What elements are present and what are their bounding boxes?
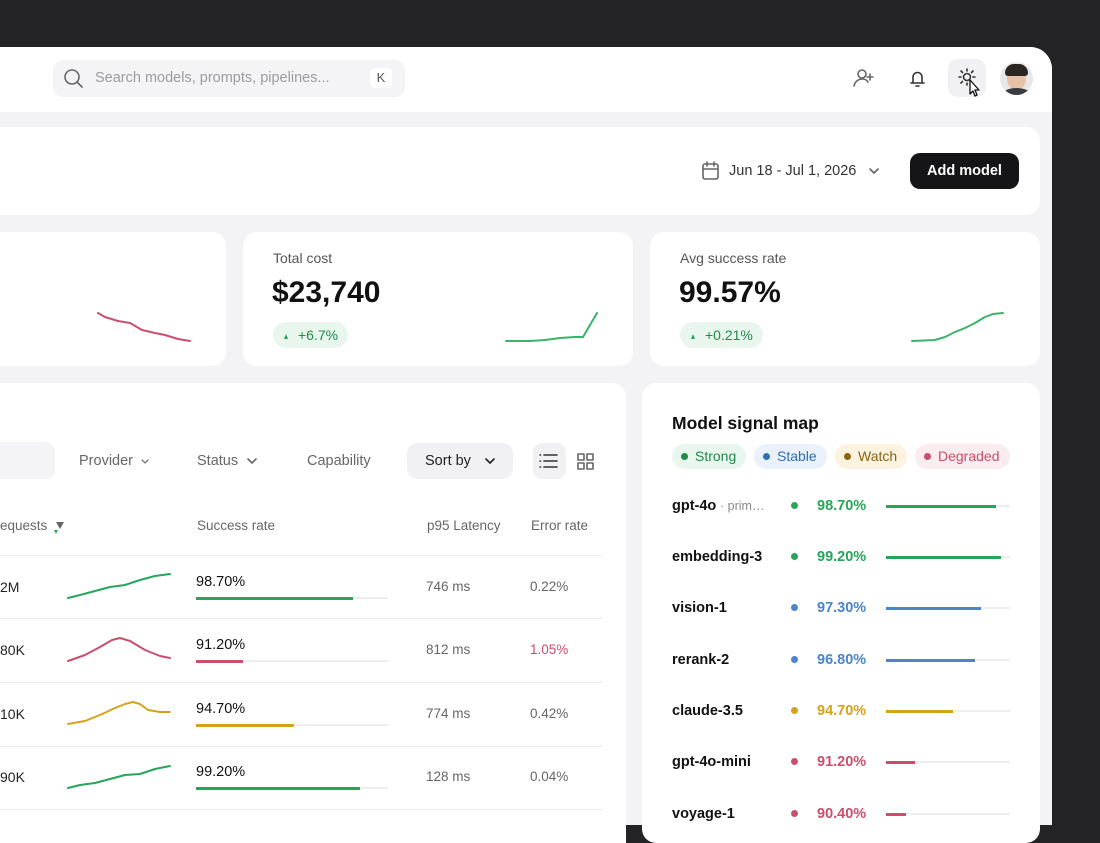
latency: 128 ms (426, 769, 471, 784)
avatar[interactable] (1000, 62, 1033, 95)
table-search[interactable] (0, 442, 55, 479)
success-rate: 99.20% (196, 764, 246, 780)
status-dot (791, 758, 798, 765)
model-rate: 91.20% (817, 754, 867, 770)
model-name: embedding-3 (672, 549, 763, 565)
column-header[interactable]: Success rate (197, 518, 276, 533)
status-dot (791, 553, 798, 560)
stat-change: +6.7% (273, 322, 349, 348)
success-rate: 91.20% (196, 637, 246, 653)
legend-pill: Stable (754, 444, 827, 469)
success-bar (196, 660, 243, 663)
rate-bar (886, 813, 907, 816)
filter[interactable]: Status (197, 453, 239, 469)
success-bar (196, 597, 353, 600)
model-name: claude-3.5 (672, 703, 743, 719)
requests: 10K (0, 706, 25, 722)
error-rate: 0.22% (530, 579, 569, 594)
legend-dot (844, 453, 851, 460)
legend-pill: Degraded (915, 444, 1010, 469)
bar-track (886, 761, 1010, 763)
model-note: · prim… (720, 499, 765, 513)
row-divider (0, 555, 602, 556)
column-header[interactable]: equests (0, 518, 48, 533)
model-name: gpt-4o-mini (672, 754, 751, 770)
stat-change: +0.21% (680, 322, 763, 348)
column-header[interactable]: p95 Latency (427, 518, 501, 533)
model-rate: 98.70% (817, 498, 867, 514)
legend-dot (924, 453, 931, 460)
stat-label: Avg success rate (680, 250, 787, 266)
rate-bar (886, 607, 981, 610)
status-dot (791, 656, 798, 663)
stat-card (0, 232, 226, 366)
row-divider (0, 746, 602, 747)
model-rate: 96.80% (817, 652, 867, 668)
requests: 90K (0, 769, 25, 785)
rate-bar (886, 556, 1002, 559)
latency: 812 ms (426, 642, 471, 657)
rate-bar (886, 505, 996, 508)
model-rate: 97.30% (817, 600, 867, 616)
row-divider (0, 809, 602, 810)
model-rate: 99.20% (817, 549, 867, 565)
stat-value: 99.57% (679, 276, 781, 309)
theme-button[interactable] (948, 59, 986, 97)
rate-bar (886, 710, 953, 713)
model-name: vision-1 (672, 600, 727, 616)
rate-bar (886, 659, 976, 662)
bar-track (886, 813, 1010, 815)
list-view-button[interactable] (533, 443, 566, 479)
stat-value: $23,740 (272, 276, 381, 309)
status-dot (791, 502, 798, 509)
legend-dot (681, 453, 688, 460)
requests: 2M (0, 579, 20, 595)
error-rate: 0.04% (530, 769, 569, 784)
error-rate: 1.05% (530, 642, 569, 657)
legend-dot (763, 453, 770, 460)
legend-pill: Strong (672, 444, 747, 469)
success-rate: 98.70% (196, 574, 246, 590)
latency: 746 ms (426, 579, 471, 594)
status-dot (791, 707, 798, 714)
toolbar-card (0, 127, 1040, 215)
shortcut-key: K (370, 68, 392, 88)
filter[interactable]: Capability (307, 453, 371, 469)
error-rate: 0.42% (530, 706, 569, 721)
model-name: rerank-2 (672, 652, 730, 668)
rate-bar (886, 761, 916, 764)
model-rate: 94.70% (817, 703, 867, 719)
search-placeholder: Search models, prompts, pipelines... (95, 70, 330, 86)
row-divider (0, 682, 602, 683)
status-dot (791, 810, 798, 817)
search-box[interactable] (53, 60, 405, 97)
success-bar (196, 724, 295, 727)
date-range[interactable]: Jun 18 - Jul 1, 2026 (729, 163, 857, 179)
status-dot (791, 604, 798, 611)
latency: 774 ms (426, 706, 471, 721)
signal-title: Model signal map (672, 413, 819, 433)
stat-label: Total cost (273, 250, 333, 266)
add-model-button[interactable]: Add model (910, 153, 1019, 189)
page: Search models, prompts, pipelines... K J… (0, 47, 1052, 843)
bar-track (196, 660, 388, 662)
model-name: voyage-1 (672, 806, 735, 822)
row-divider (0, 618, 602, 619)
filter[interactable]: Provider (79, 453, 133, 469)
model-rate: 90.40% (817, 806, 867, 822)
model-name: gpt-4o (672, 498, 717, 514)
success-rate: 94.70% (196, 701, 246, 717)
success-bar (196, 787, 361, 790)
sort-label: Sort by (425, 453, 471, 469)
column-header[interactable]: Error rate (531, 518, 589, 533)
requests: 80K (0, 642, 25, 658)
legend-pill: Watch (835, 444, 908, 469)
